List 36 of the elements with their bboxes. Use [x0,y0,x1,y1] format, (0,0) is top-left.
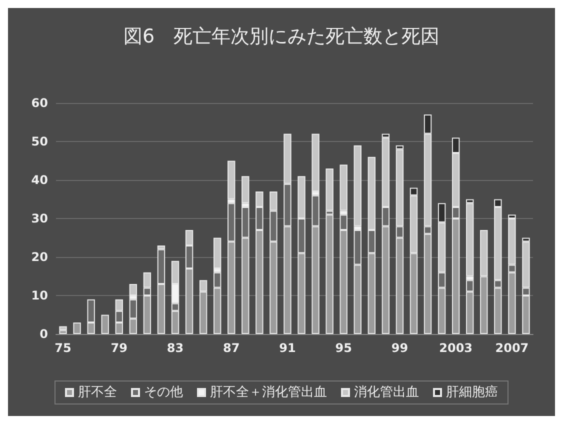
x-tick-label: 87 [223,341,240,355]
bar [354,145,362,226]
y-tick-label: 30 [31,212,48,226]
legend-label: 消化管出血 [354,385,419,400]
x-tick-label: 95 [335,341,352,355]
legend-label: 肝不全＋消化管出血 [210,385,327,400]
x-tick-label: 2007 [495,341,529,355]
chart-title: 図6 死亡年次別にみた死亡数と死因 [123,26,440,48]
bar [129,284,138,296]
bar [101,314,109,334]
bar [59,326,67,330]
y-tick-label: 60 [31,96,48,110]
bar [340,164,348,211]
x-tick-label: 91 [279,341,296,355]
y-tick-label: 50 [31,134,48,148]
legend-label: 肝不全 [78,385,117,400]
y-tick-label: 10 [31,288,48,302]
bar [228,160,236,200]
bar [326,214,334,334]
bar [59,330,67,334]
bar [242,176,250,204]
bar [326,168,334,211]
legend-label: その他 [144,385,183,400]
y-tick-label: 0 [40,327,48,341]
bar [73,322,81,334]
x-tick-label: 75 [54,341,72,355]
legend-label: 肝細胞癌 [446,385,498,400]
x-tick-label: 99 [391,341,408,355]
x-tick-label: 83 [166,341,184,355]
y-tick-label: 40 [31,173,48,187]
x-tick-label: 79 [110,341,128,355]
bar [466,203,474,276]
y-tick-label: 20 [31,250,48,264]
bar [213,238,222,269]
x-tick-label: 2003 [439,341,473,355]
bar [312,134,320,192]
